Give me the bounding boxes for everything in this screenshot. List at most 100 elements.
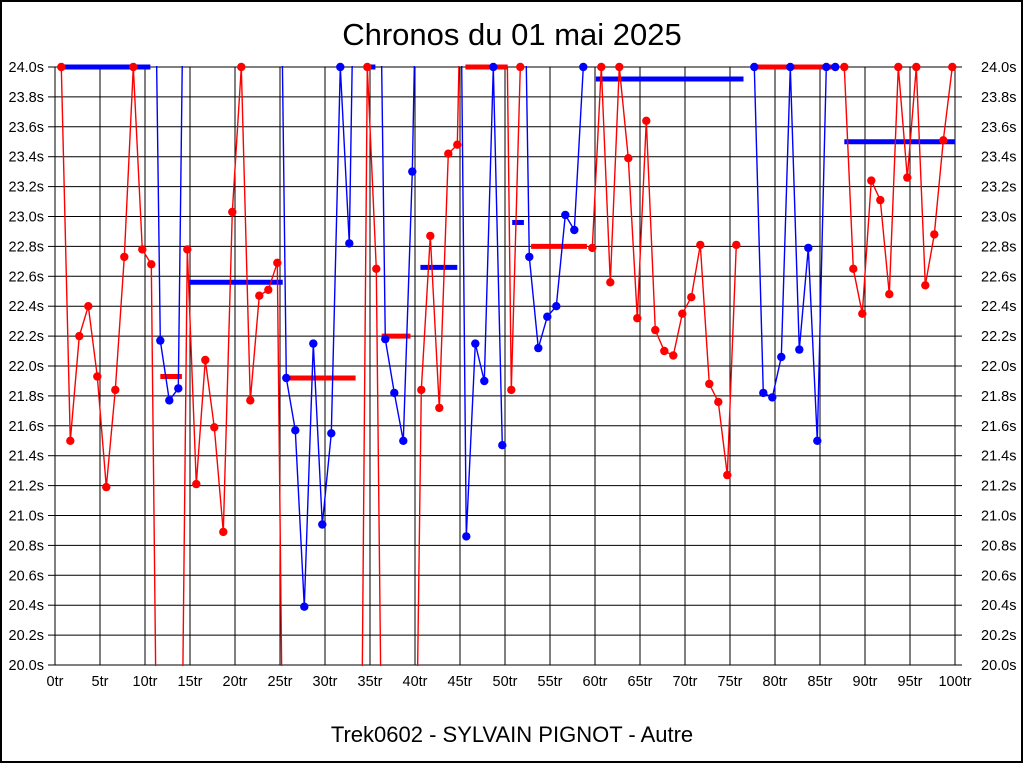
x-axis-tick-label: 25tr [268,674,293,690]
y-axis-tick-label: 22.8s [9,239,44,255]
series-lines [60,66,953,666]
y-axis-tick-label: 23.0s [9,210,44,226]
data-point-red [75,331,84,341]
data-point-red [237,62,246,72]
y-axis-tick-label: 20.0s [9,658,44,674]
data-point-red [507,385,516,395]
y-axis-tick-label: 22.2s [9,329,44,345]
x-axis-tick-label: 55tr [538,674,563,690]
data-point-red [714,397,723,407]
data-point-blue [282,373,291,383]
data-point-red [669,351,678,360]
x-axis-tick-label: 40tr [403,674,428,690]
y-axis-tick-label: 21.2s [9,479,44,495]
y-axis-tick-label: 20.2s [9,628,44,644]
data-point-red [903,173,912,182]
data-point-red [642,116,651,126]
x-axis-tick-label: 65tr [628,674,653,690]
data-point-red [660,346,669,356]
data-point-blue [471,339,480,348]
data-point-blue [291,426,300,435]
data-point-red [120,252,129,262]
grid [48,66,962,666]
data-point-red [588,243,597,253]
y-axis-tick-label: 22.0s [9,359,44,375]
y-axis-tick-label: 20.8s [9,538,44,554]
data-point-blue [318,520,327,529]
data-point-blue [777,352,786,362]
data-point-blue [156,336,165,345]
data-point-red [840,62,849,72]
y-axis-tick-label: 20.2s [981,628,1016,644]
x-axis-tick-label: 85tr [808,674,833,690]
data-point-blue [759,388,768,398]
y-axis-tick-label: 23.6s [981,120,1016,136]
y-axis-tick-label: 22.6s [9,269,44,285]
data-point-red [426,231,435,241]
data-point-blue [309,339,318,348]
data-point-red [849,264,858,273]
y-axis-tick-label: 23.4s [981,150,1016,166]
data-point-red [687,293,696,302]
x-axis-tick-label: 30tr [313,674,338,690]
data-point-red [516,62,525,72]
chart-title: Chronos du 01 mai 2025 [342,17,682,52]
data-point-blue [300,602,309,611]
x-axis-tick-label: 60tr [583,674,608,690]
data-point-red [912,62,921,72]
data-point-red [885,290,894,299]
y-axis-tick-label: 21.8s [981,389,1016,405]
data-point-red [183,245,192,254]
data-point-red [606,278,615,287]
data-point-blue [795,345,804,354]
data-point-red [138,245,147,254]
data-point-red [453,140,462,149]
y-axis-tick-label: 20.4s [9,598,44,614]
data-point-blue [408,167,417,176]
data-point-blue [813,436,822,445]
y-axis-tick-label: 20.8s [981,538,1016,554]
x-axis-labels: 0tr 5tr 10tr 15tr 20tr 25tr 30tr 35tr 40tr 45tr 50… [47,674,972,690]
y-axis-tick-label: 20.4s [981,598,1016,614]
data-point-red [192,479,201,489]
series-points [57,62,957,611]
data-point-blue [165,396,174,405]
data-point-red [246,396,255,405]
y-axis-tick-label: 23.8s [9,90,44,106]
data-point-blue [174,384,183,393]
data-point-blue [327,429,336,438]
data-point-red [948,62,957,72]
data-point-red [435,403,444,413]
data-point-red [84,302,93,311]
data-point-red [201,355,210,365]
data-point-blue [480,376,489,386]
data-point-blue [561,210,570,220]
y-axis-tick-label: 23.4s [9,150,44,166]
data-point-red [633,314,642,323]
data-point-red [273,258,282,267]
y-axis-tick-label: 21.4s [981,449,1016,465]
y-axis-tick-label: 24.0s [981,60,1016,76]
data-point-red [696,240,705,250]
y-axis-tick-label: 23.8s [981,90,1016,106]
data-point-blue [543,312,552,321]
y-axis-tick-label: 21.6s [981,419,1016,435]
data-point-red [57,62,66,72]
data-point-red [93,372,102,381]
data-point-red [444,149,453,158]
data-point-blue [336,62,345,72]
y-axis-tick-label: 22.8s [981,239,1016,255]
data-point-red [921,281,930,290]
data-point-red [615,62,624,72]
data-point-blue [786,62,795,72]
data-point-blue [498,441,507,450]
x-axis-tick-label: 15tr [178,674,203,690]
y-axis-labels-left: 24.0s 23.8s 23.6s 23.4s 23.2s 23.0s 22.8s 22.6s… [9,60,44,674]
y-axis-tick-label: 23.6s [9,120,44,136]
x-axis-tick-label: 45tr [448,674,473,690]
chart-footer: Trek0602 - SYLVAIN PIGNOT - Autre [331,722,693,747]
x-axis-tick-label: 75tr [718,674,743,690]
y-axis-tick-label: 22.6s [981,269,1016,285]
